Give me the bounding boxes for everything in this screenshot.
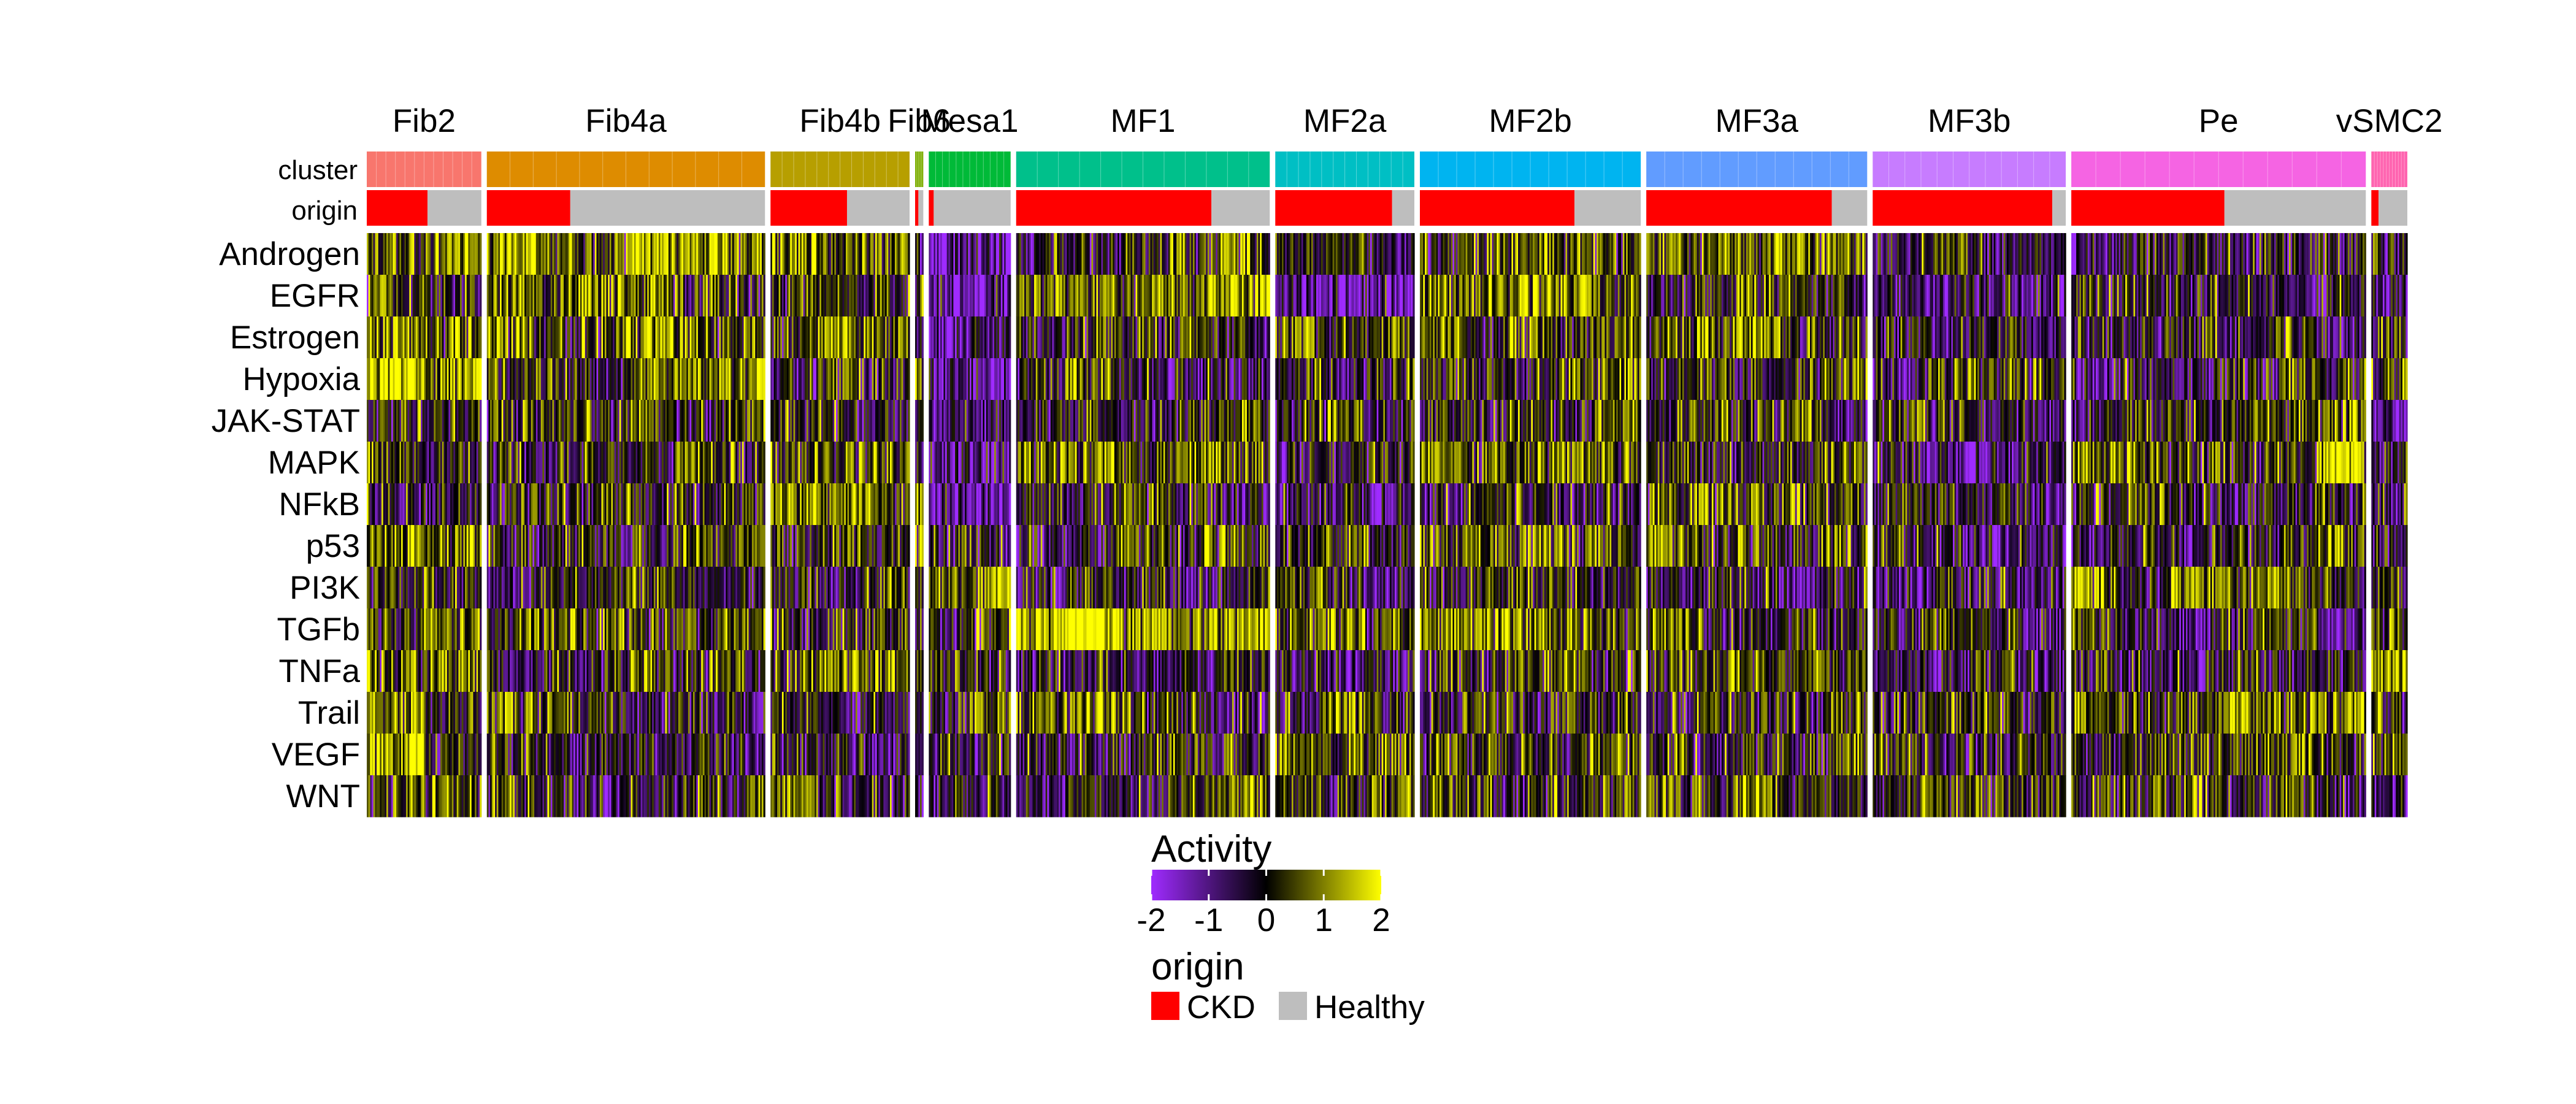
heatmap-cell [908,442,910,483]
heatmap-cell [908,692,910,734]
heatmap-cell [480,275,481,316]
heatmap-cell [1009,316,1011,358]
heatmap-cell [764,525,765,567]
heatmap-cells [367,233,2408,817]
heatmap-cell [908,275,910,316]
heatmap-cell [908,483,910,525]
heatmap-cell [908,734,910,775]
heatmap-cell [764,650,765,692]
heatmap-cell [908,316,910,358]
heatmap-cell [922,525,924,567]
heatmap-cell [922,650,924,692]
heatmap-cell [764,358,765,400]
heatmap-cell [764,483,765,525]
heatmap-cell [764,775,765,817]
heatmap-cell [908,650,910,692]
heatmap-cell [480,442,481,483]
heatmap-cell [908,358,910,400]
heatmap-cell [922,275,924,316]
heatmap-cell [908,567,910,608]
heatmap-cell [922,734,924,775]
heatmap-cell [480,233,481,275]
heatmap-cell [764,608,765,650]
heatmap-cell [908,608,910,650]
heatmap-cell [922,233,924,275]
heatmap-cell [480,608,481,650]
heatmap-cell [908,525,910,567]
heatmap-cell [922,400,924,442]
heatmap-cell [1009,275,1011,316]
heatmap-cell [480,525,481,567]
heatmap-cell [480,483,481,525]
heatmap-cell [1009,233,1011,275]
heatmap-cell [922,692,924,734]
heatmap-cell [1009,400,1011,442]
heatmap-cell [922,483,924,525]
heatmap-cell [764,316,765,358]
heatmap-cell [480,775,481,817]
heatmap-cell [922,567,924,608]
heatmap-cell [480,358,481,400]
heatmap-cell [764,233,765,275]
heatmap-cell [480,692,481,734]
heatmap-cell [480,650,481,692]
heatmap-cell [1009,483,1011,525]
heatmap-cell [922,608,924,650]
heatmap-cell [480,734,481,775]
heatmap-cell [1009,442,1011,483]
heatmap-cell [480,567,481,608]
heatmap-cell [908,400,910,442]
heatmap-cell [480,316,481,358]
heatmap-cell [922,358,924,400]
heatmap-cell [480,400,481,442]
heatmap-cell [764,567,765,608]
heatmap-cell [922,316,924,358]
heatmap-cell [1009,358,1011,400]
heatmap-cell [764,275,765,316]
heatmap-cell [908,233,910,275]
heatmap-cell [764,692,765,734]
heatmap-cell [922,442,924,483]
heatmap-cell [764,442,765,483]
heatmap-cell [764,400,765,442]
heatmap-cell [764,734,765,775]
heatmap-cell [922,775,924,817]
heatmap-cell [908,775,910,817]
